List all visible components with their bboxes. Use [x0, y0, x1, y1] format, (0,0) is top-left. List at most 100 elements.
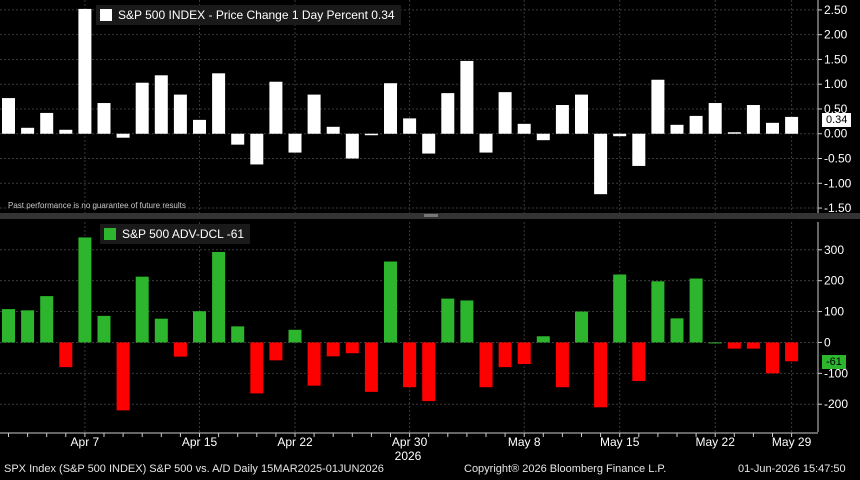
- bar: [135, 276, 149, 343]
- bar: [441, 93, 455, 134]
- bar: [651, 281, 665, 343]
- bar: [193, 119, 206, 134]
- bar: [21, 310, 35, 343]
- panel-divider-handle: [424, 214, 438, 217]
- x-tick-label: May 15: [600, 435, 640, 449]
- y-tick-label: 2.00: [824, 28, 848, 42]
- bar: [555, 342, 569, 388]
- x-tick-label: Apr 22: [277, 435, 313, 449]
- bar: [594, 133, 608, 195]
- bar: [575, 311, 588, 343]
- bar: [460, 300, 474, 343]
- bar: [384, 83, 397, 134]
- bar: [536, 336, 550, 343]
- y-tick-label: -1.00: [824, 176, 852, 190]
- bar: [212, 73, 226, 134]
- bar: [632, 342, 646, 382]
- footer-left: SPX Index (S&P 500 INDEX) S&P 500 vs. A/…: [4, 463, 384, 475]
- bar: [575, 94, 588, 134]
- bar: [498, 92, 512, 134]
- bar: [727, 132, 741, 134]
- bar: [154, 318, 168, 343]
- y-tick-label: 0.00: [824, 127, 848, 141]
- top-last-value-tag: 0.34: [822, 113, 852, 127]
- bar: [632, 133, 646, 166]
- bar: [40, 296, 54, 343]
- bar: [555, 105, 569, 134]
- bar: [59, 342, 73, 368]
- bar: [231, 133, 245, 145]
- bar: [479, 133, 493, 153]
- bar: [269, 342, 283, 361]
- bar: [154, 75, 168, 134]
- x-year-label: 2026: [395, 449, 422, 463]
- x-tick-label: Apr 7: [71, 435, 100, 449]
- bottom-legend-swatch: [104, 228, 116, 240]
- bar: [231, 326, 245, 343]
- bar: [193, 311, 206, 343]
- bar: [326, 342, 340, 357]
- bar: [97, 103, 111, 134]
- top-legend: S&P 500 INDEX - Price Change 1 Day Perce…: [96, 5, 401, 25]
- bar: [766, 122, 779, 134]
- bar: [116, 133, 130, 138]
- bar: [403, 342, 417, 388]
- x-tick-label: Apr 30: [392, 435, 428, 449]
- bar: [708, 103, 722, 134]
- bar: [670, 318, 684, 343]
- bar: [727, 342, 741, 349]
- bar: [40, 112, 54, 134]
- bar: [212, 251, 226, 343]
- bar: [21, 127, 35, 134]
- bar: [2, 309, 15, 343]
- bar: [785, 116, 799, 134]
- bar: [2, 98, 15, 134]
- y-tick-label: -0.50: [824, 152, 852, 166]
- bar: [422, 133, 436, 154]
- bar: [651, 79, 665, 134]
- footer-right: 01-Jun-2026 15:47:50: [738, 463, 846, 475]
- bar: [78, 237, 92, 343]
- bar: [613, 274, 627, 343]
- bar: [766, 342, 779, 374]
- bar: [307, 342, 321, 386]
- bottom-legend-text: S&P 500 ADV-DCL -61: [122, 227, 245, 241]
- bottom-last-value-tag: -61: [822, 355, 846, 369]
- bar: [403, 118, 417, 134]
- bar: [364, 133, 378, 136]
- y-tick-label: 200: [824, 274, 844, 288]
- bar: [288, 133, 302, 153]
- bar: [670, 124, 684, 134]
- y-tick-label: -200: [824, 397, 848, 411]
- bottom-legend: S&P 500 ADV-DCL -61: [100, 224, 251, 244]
- bar: [479, 342, 493, 388]
- bar: [785, 342, 799, 362]
- bar: [594, 342, 608, 408]
- bar: [173, 342, 187, 357]
- x-tick-label: Apr 15: [182, 435, 218, 449]
- bar: [345, 342, 359, 354]
- bar: [288, 329, 302, 343]
- y-tick-label: -1.50: [824, 201, 852, 215]
- bar: [517, 123, 531, 134]
- bar: [116, 342, 130, 411]
- y-tick-label: 2.50: [824, 3, 848, 17]
- x-tick-label: May 8: [508, 435, 541, 449]
- y-tick-label: 0.50: [824, 102, 848, 116]
- bar: [613, 133, 627, 137]
- bar: [689, 278, 703, 343]
- bar: [708, 342, 722, 344]
- bar: [689, 115, 703, 134]
- y-tick-label: 300: [824, 243, 844, 257]
- bar: [173, 94, 187, 134]
- bar: [307, 94, 321, 134]
- bar: [422, 342, 436, 402]
- bar: [746, 342, 760, 349]
- bar: [460, 60, 474, 134]
- disclaimer-text: Past performance is no guarantee of futu…: [8, 201, 186, 210]
- bar: [746, 105, 760, 134]
- bar: [326, 126, 340, 134]
- bar: [536, 133, 550, 141]
- bar: [78, 8, 92, 134]
